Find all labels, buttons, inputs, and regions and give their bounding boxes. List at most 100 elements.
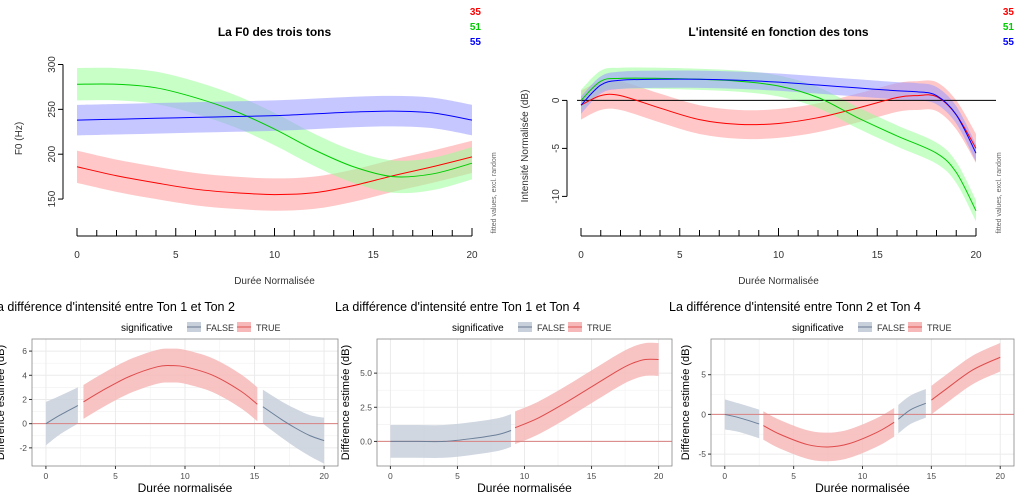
confidence-band: [83, 348, 258, 422]
legend-entry: 55: [1003, 37, 1015, 48]
chart-title: La différence d'intensité entre Ton 1 et…: [0, 300, 235, 314]
series-line: [580, 78, 977, 154]
y-axis-label: Différence estimée (dB): [340, 345, 352, 460]
x-axis-label: Durée Normalisée: [738, 276, 819, 287]
x-axis-label: Durée normalisée: [138, 481, 233, 494]
estimate-line: [931, 356, 1001, 401]
x-tick-label: 0: [388, 471, 393, 481]
x-tick-label: 5: [173, 250, 179, 261]
y-tick-label: 250: [47, 101, 58, 118]
legend-title: significative: [121, 323, 173, 334]
legend-title: significative: [792, 323, 844, 334]
x-tick-label: 10: [858, 471, 868, 481]
estimate-line: [763, 421, 895, 448]
x-tick-label: 5: [677, 250, 683, 261]
legend-entry: 35: [1003, 7, 1015, 18]
x-tick-label: 0: [44, 471, 49, 481]
x-axis-label: Durée Normalisée: [234, 276, 315, 287]
y-axis-label: Différence estimée (dB): [0, 345, 7, 460]
confidence-band: [763, 408, 895, 462]
estimate-line: [390, 430, 512, 443]
y-tick-label: -10: [551, 189, 562, 204]
y-tick-label: 2: [22, 394, 27, 404]
x-tick-label: 10: [773, 250, 785, 261]
series-line: [76, 83, 473, 178]
legend-entry: 35: [470, 7, 482, 18]
chart-title: L'intensité en fonction des tons: [688, 25, 869, 39]
x-tick-label: 15: [368, 250, 380, 261]
estimate-line: [724, 413, 760, 425]
legend-label: TRUE: [256, 323, 281, 333]
estimate-line: [514, 358, 659, 429]
series-line: [580, 93, 977, 149]
x-tick-label: 0: [74, 250, 80, 261]
x-tick-label: 20: [319, 471, 329, 481]
legend-entry: 51: [1003, 22, 1015, 33]
x-tick-label: 20: [970, 250, 982, 261]
x-tick-label: 20: [995, 471, 1005, 481]
x-tick-label: 5: [791, 471, 796, 481]
legend-entry: 51: [470, 22, 482, 33]
legend-label: TRUE: [587, 323, 612, 333]
confidence-band: [45, 387, 78, 446]
y-tick-label: -2: [19, 443, 27, 453]
side-note: fitted values, excl. random: [491, 152, 498, 233]
legend-label: FALSE: [206, 323, 234, 333]
y-tick-label: 5.0: [360, 368, 372, 378]
x-tick-label: 15: [927, 471, 937, 481]
y-tick-label: 0: [701, 409, 706, 419]
x-tick-label: 5: [455, 471, 460, 481]
x-tick-label: 10: [180, 471, 190, 481]
legend-entry: 55: [470, 37, 482, 48]
legend-label: TRUE: [927, 323, 952, 333]
series-line: [580, 77, 977, 212]
confidence-band: [77, 140, 472, 211]
confidence-band: [390, 414, 512, 459]
legend-title: significative: [452, 323, 504, 334]
legend-label: FALSE: [877, 323, 905, 333]
y-tick-label: 0: [22, 419, 27, 429]
y-axis-label: Différence estimée (dB): [680, 345, 692, 460]
chart-title: La F0 des trois tons: [218, 25, 332, 39]
y-axis-label: F0 (Hz): [14, 122, 25, 155]
x-tick-label: 5: [113, 471, 118, 481]
bottom-chart-3: La différence d'intensité entre Tonn 2 e…: [669, 300, 1015, 494]
bottom-chart-2: La différence d'intensité entre Ton 1 et…: [335, 300, 673, 494]
chart-title: La différence d'intensité entre Tonn 2 e…: [669, 300, 921, 314]
estimate-line: [898, 402, 927, 420]
x-tick-label: 10: [269, 250, 281, 261]
y-tick-label: 6: [22, 346, 27, 356]
confidence-band: [931, 342, 1001, 415]
y-tick-label: -5: [551, 144, 562, 153]
confidence-band: [581, 70, 976, 162]
x-axis-label: Durée normalisée: [815, 481, 910, 494]
estimate-line: [83, 365, 258, 405]
y-tick-label: 0: [551, 97, 562, 103]
x-tick-label: 20: [466, 250, 478, 261]
y-tick-label: 2.5: [360, 402, 372, 412]
x-axis-label: Durée normalisée: [477, 481, 572, 494]
y-tick-label: 0.0: [360, 436, 372, 446]
x-tick-label: 10: [520, 471, 530, 481]
x-tick-label: 0: [722, 471, 727, 481]
chart-title: La différence d'intensité entre Ton 1 et…: [335, 300, 580, 314]
y-tick-label: 150: [47, 190, 58, 207]
x-tick-label: 0: [578, 250, 584, 261]
series-line: [76, 110, 473, 121]
y-tick-label: 4: [22, 370, 27, 380]
x-tick-label: 15: [872, 250, 884, 261]
x-tick-label: 20: [654, 471, 664, 481]
y-tick-label: 300: [47, 56, 58, 73]
confidence-band: [898, 389, 926, 434]
bottom-chart-1: La différence d'intensité entre Ton 1 et…: [0, 300, 339, 494]
y-tick-label: -5: [698, 449, 706, 459]
top-chart-2: L'intensité en fonction des tons 0 -5 -10 In…: [520, 7, 1014, 287]
estimate-line: [45, 405, 79, 425]
legend-label: FALSE: [537, 323, 565, 333]
estimate-line: [262, 406, 325, 442]
x-tick-label: 15: [250, 471, 260, 481]
series-line: [76, 156, 473, 196]
y-axis-label: Intensité Normalisée (dB): [520, 90, 531, 203]
x-tick-label: 15: [587, 471, 597, 481]
